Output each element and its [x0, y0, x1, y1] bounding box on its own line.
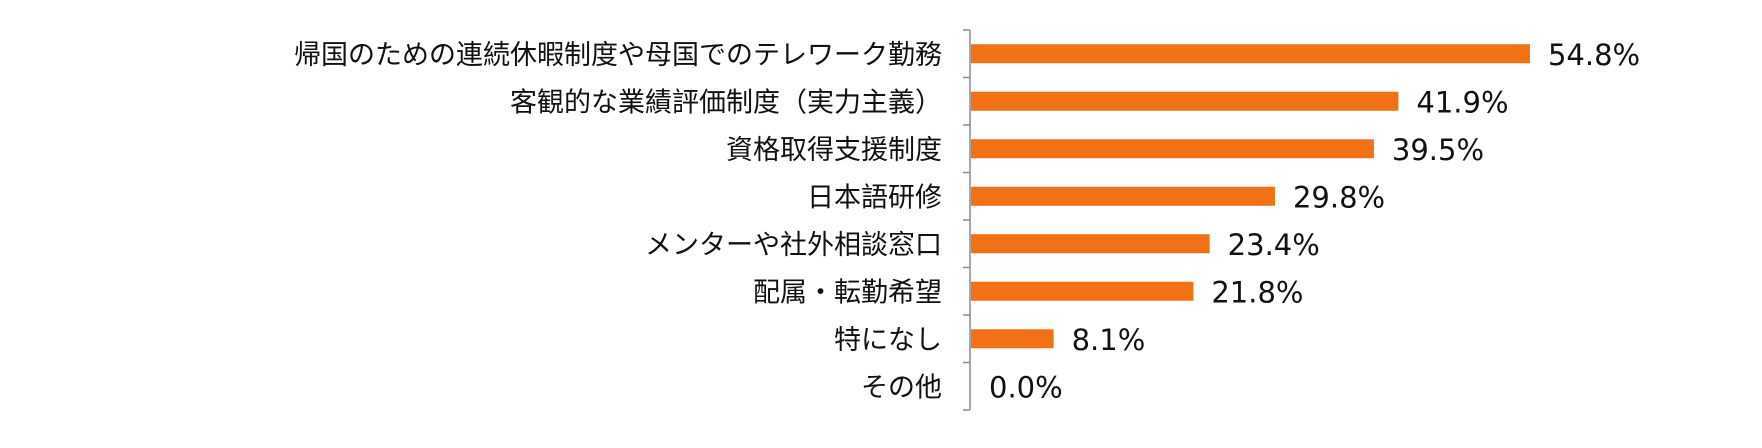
category-label: 配属・転勤希望	[753, 277, 942, 308]
category-label: 帰国のための連続休暇制度や母国でのテレワーク勤務	[294, 40, 942, 71]
value-label: 8.1%	[1072, 323, 1146, 357]
bar	[971, 234, 1210, 254]
category-label: メンターや社外相談窓口	[645, 230, 942, 261]
category-label: 資格取得支援制度	[726, 135, 942, 166]
chart-labels-layer: 帰国のための連続休暇制度や母国でのテレワーク勤務 54.8% 客観的な業績評価制度（…	[294, 38, 1640, 405]
value-label: 23.4%	[1228, 228, 1320, 262]
bar	[971, 329, 1054, 349]
category-label: 客観的な業績評価制度（実力主義）	[510, 87, 942, 118]
value-label: 21.8%	[1211, 275, 1303, 309]
value-label: 41.9%	[1416, 85, 1508, 119]
bar	[971, 91, 1399, 111]
chart-axis-layer	[963, 29, 971, 411]
bar	[971, 186, 1275, 206]
chart-bars-layer	[971, 44, 1530, 349]
category-label: 特になし	[834, 325, 942, 356]
bar	[971, 139, 1374, 159]
bar	[971, 44, 1530, 64]
category-label: その他	[861, 372, 942, 403]
value-label: 54.8%	[1548, 38, 1640, 72]
category-label: 日本語研修	[807, 182, 942, 213]
bar	[971, 281, 1194, 301]
value-label: 29.8%	[1293, 180, 1385, 214]
value-label: 0.0%	[989, 370, 1063, 404]
value-label: 39.5%	[1392, 133, 1484, 167]
